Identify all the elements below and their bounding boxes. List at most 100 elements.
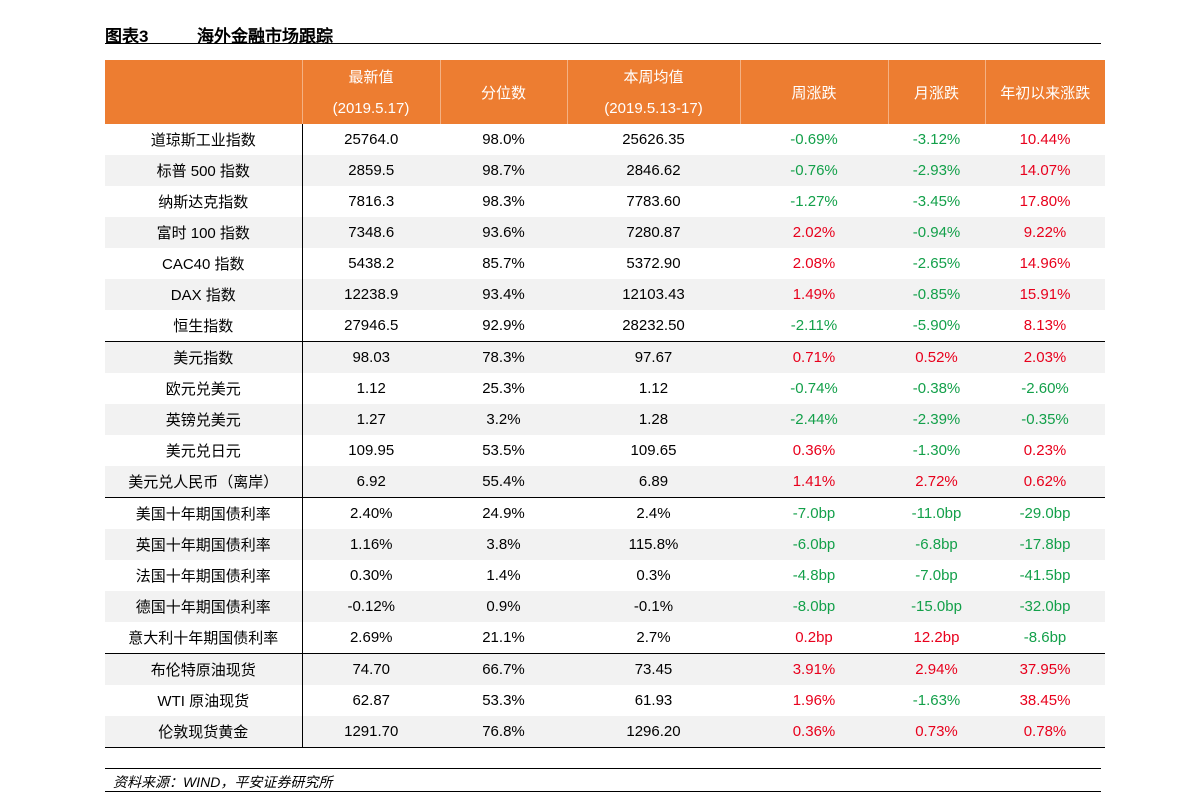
- cell: 74.70: [302, 653, 440, 685]
- table-row: CAC40 指数 5438.2 85.7% 5372.90 2.08% -2.65% 14.…: [105, 248, 1105, 279]
- cell: 1.96%: [792, 692, 836, 709]
- cell: 109.65: [630, 442, 677, 459]
- column-header: (2019.5.17): [301, 92, 440, 124]
- cell: 115.8%: [628, 536, 679, 553]
- cell: -3.12%: [912, 131, 961, 148]
- cell: -2.39%: [912, 411, 961, 428]
- cell: 93.6%: [482, 224, 525, 241]
- cell: 1.49%: [792, 286, 836, 303]
- cell: 93.4%: [482, 286, 525, 303]
- cell: 1291.70: [302, 716, 440, 748]
- cell: 6.92: [356, 473, 386, 490]
- cell: 2.7%: [636, 629, 671, 646]
- cell: 12238.9: [344, 286, 399, 303]
- cell: -0.12%: [347, 598, 396, 615]
- cell: 55.4%: [482, 473, 525, 490]
- cell: 25626.35: [622, 131, 685, 148]
- cell: 38.45%: [1019, 692, 1071, 709]
- table-row: 美元兑日元 109.95 53.5% 109.65 0.36% -1.30% 0.23%: [105, 435, 1105, 466]
- row-label: 标普 500 指数: [105, 155, 303, 186]
- cell: 1.12: [356, 380, 386, 397]
- table-row: 恒生指数 27946.5 92.9% 28232.50 -2.11% -5.90% 8.13…: [105, 310, 1105, 342]
- cell: 9.22%: [1023, 224, 1067, 241]
- cell: -7.0bp: [740, 497, 888, 529]
- table-row: 富时 100 指数 7348.6 93.6% 7280.87 2.02% -0.94% 9.…: [105, 217, 1105, 248]
- cell: 0.2bp: [795, 629, 833, 646]
- cell: 85.7%: [482, 255, 525, 272]
- table-row: 美元兑人民币（离岸） 6.92 55.4% 6.89 1.41% 2.72% 0.62%: [105, 466, 1105, 498]
- cell: 2.40%: [302, 497, 440, 529]
- cell: 7816.3: [348, 193, 395, 210]
- cell: -0.35%: [1021, 411, 1069, 428]
- cell: 17.80%: [1019, 193, 1071, 210]
- cell: -1.27%: [790, 193, 838, 210]
- column-header: (2019.5.13-17): [566, 92, 740, 124]
- cell: 8.13%: [1023, 317, 1067, 334]
- cell: 1.16%: [349, 536, 393, 553]
- cell: 53.5%: [482, 442, 525, 459]
- cell: -29.0bp: [985, 497, 1105, 529]
- row-label: 伦敦现货黄金: [105, 716, 303, 748]
- cell: 73.45: [567, 653, 740, 685]
- cell: 28232.50: [622, 317, 685, 334]
- cell: 0.62%: [1023, 473, 1067, 490]
- cell: -1.30%: [912, 442, 961, 459]
- cell: 5372.90: [626, 255, 681, 272]
- cell: 0.23%: [1023, 442, 1067, 459]
- cell: 12103.43: [622, 286, 685, 303]
- cell: 2859.5: [348, 162, 395, 179]
- cell: -0.69%: [790, 131, 838, 148]
- figure-title: 海外金融市场跟踪: [197, 27, 333, 46]
- cell: -17.8bp: [1019, 536, 1071, 553]
- table-header: 最新值 分位数 本周均值 周涨跌 月涨跌 年初以来涨跌 (2019.5.17) (2019.5…: [105, 60, 1105, 124]
- figure-label: 图表3: [105, 27, 149, 46]
- table-row: 布伦特原油现货 74.70 66.7% 73.45 3.91% 2.94% 37.95%: [105, 653, 1105, 685]
- cell: 1.41%: [792, 473, 836, 490]
- cell: -1.63%: [912, 692, 961, 709]
- column-header: 本周均值: [566, 60, 740, 92]
- cell: 24.9%: [440, 497, 567, 529]
- cell: 61.93: [634, 692, 673, 709]
- row-label: 纳斯达克指数: [105, 186, 303, 217]
- cell: 6.89: [638, 473, 669, 490]
- table-row: 道琼斯工业指数 25764.0 98.0% 25626.35 -0.69% -3.12% 1…: [105, 124, 1105, 155]
- table-row: 意大利十年期国债利率 2.69% 21.1% 2.7% 0.2bp 12.2bp -8.6b…: [105, 622, 1105, 654]
- cell: 0.52%: [888, 341, 985, 373]
- row-label: 英国十年期国债利率: [105, 529, 303, 560]
- column-header: 分位数: [439, 60, 567, 124]
- market-table: 最新值 分位数 本周均值 周涨跌 月涨跌 年初以来涨跌 (2019.5.17) (2019.5…: [105, 60, 1105, 748]
- table-row: 美国十年期国债利率 2.40% 24.9% 2.4% -7.0bp -11.0bp -29.…: [105, 497, 1105, 529]
- cell: -0.74%: [790, 380, 838, 397]
- column-header: [105, 60, 302, 124]
- cell: 2.4%: [567, 497, 740, 529]
- cell: -0.1%: [633, 598, 674, 615]
- row-label: 美国十年期国债利率: [105, 497, 303, 529]
- table-row: 英国十年期国债利率 1.16% 3.8% 115.8% -6.0bp -6.8bp -17.…: [105, 529, 1105, 560]
- cell: 0.3%: [636, 567, 671, 584]
- cell: -6.0bp: [792, 536, 836, 553]
- cell: 97.67: [567, 341, 740, 373]
- cell: 7348.6: [348, 224, 395, 241]
- table-row: DAX 指数 12238.9 93.4% 12103.43 1.49% -0.85% 15.…: [105, 279, 1105, 310]
- cell: 53.3%: [482, 692, 525, 709]
- cell: -0.94%: [912, 224, 961, 241]
- row-label: 意大利十年期国债利率: [105, 622, 303, 654]
- cell: 10.44%: [1019, 131, 1071, 148]
- cell: -6.8bp: [915, 536, 958, 553]
- cell: 7783.60: [626, 193, 681, 210]
- row-label: DAX 指数: [105, 279, 303, 310]
- cell: 0.30%: [349, 567, 393, 584]
- cell: 2.94%: [888, 653, 985, 685]
- table-row: 纳斯达克指数 7816.3 98.3% 7783.60 -1.27% -3.45% 17.8…: [105, 186, 1105, 217]
- cell: 2.03%: [985, 341, 1105, 373]
- cell: 98.03: [302, 341, 440, 373]
- cell: 27946.5: [344, 317, 399, 334]
- cell: 2.72%: [915, 473, 958, 490]
- row-label: 美元指数: [105, 341, 303, 373]
- cell: -11.0bp: [888, 497, 985, 529]
- table-row: 标普 500 指数 2859.5 98.7% 2846.62 -0.76% -2.93% 1…: [105, 155, 1105, 186]
- cell: 0.36%: [792, 442, 836, 459]
- cell: 92.9%: [482, 317, 525, 334]
- cell: -41.5bp: [1019, 567, 1071, 584]
